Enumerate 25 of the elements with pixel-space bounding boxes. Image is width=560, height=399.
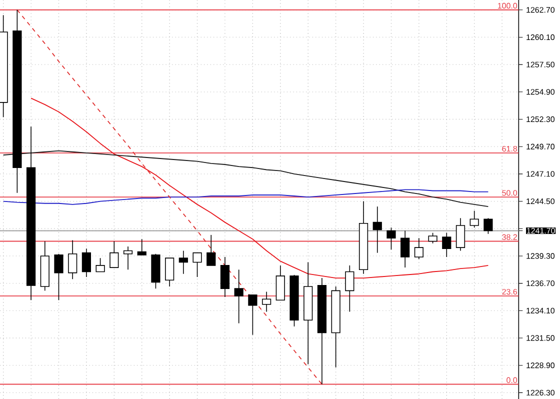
candlestick xyxy=(165,258,174,287)
candlestick xyxy=(442,232,452,258)
candlestick xyxy=(54,253,64,301)
candlestick xyxy=(220,256,230,298)
candlestick xyxy=(386,227,396,250)
candlestick xyxy=(372,206,382,254)
candlestick xyxy=(110,240,119,268)
candlestick xyxy=(414,238,424,260)
candlestick xyxy=(123,246,133,270)
candlestick xyxy=(206,234,216,266)
candlestick xyxy=(428,232,438,244)
candlestick xyxy=(68,240,78,280)
candlestick xyxy=(484,218,493,234)
candlestick xyxy=(248,294,258,336)
candlestick xyxy=(82,248,92,278)
candlestick xyxy=(234,269,244,324)
candlestick xyxy=(456,218,466,252)
candlestick xyxy=(262,291,272,312)
candlestick xyxy=(345,265,354,312)
candlestick xyxy=(178,250,188,274)
candlestick xyxy=(192,252,202,278)
candlestick xyxy=(96,258,105,272)
candlestick xyxy=(400,230,410,268)
candlestick xyxy=(137,238,146,256)
candlestick xyxy=(470,210,479,228)
